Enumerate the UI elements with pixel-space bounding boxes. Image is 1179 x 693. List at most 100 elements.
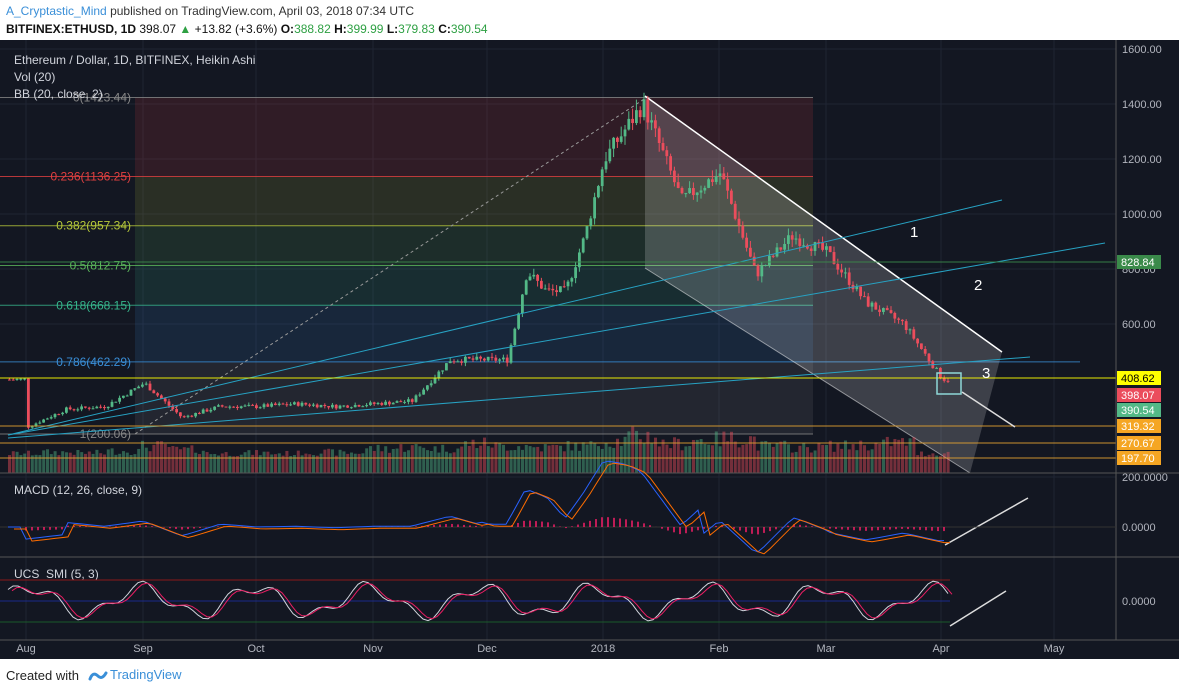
fib-label: 0.236(1136.25) xyxy=(50,170,131,184)
volume-bar xyxy=(445,451,448,473)
candle-body xyxy=(665,150,669,157)
price-tick: 600.00 xyxy=(1122,319,1156,331)
candle-body xyxy=(270,403,273,407)
candle-body xyxy=(34,423,38,427)
candle-body xyxy=(258,407,262,409)
candle-body xyxy=(456,361,460,363)
channel-fill xyxy=(645,96,1002,473)
author-link[interactable]: A_Cryptastic_Mind xyxy=(6,4,107,18)
volume-bar xyxy=(562,451,566,473)
volume-bar xyxy=(597,446,600,473)
candle-body xyxy=(182,416,186,418)
candle-body xyxy=(684,193,688,195)
candles[interactable] xyxy=(8,92,950,430)
volume-bar xyxy=(779,441,783,473)
candle-body xyxy=(623,129,627,137)
candle-body xyxy=(600,169,604,187)
candle-body xyxy=(312,404,315,406)
volume-bar xyxy=(828,440,832,473)
volume-bar xyxy=(42,450,46,473)
candle-body xyxy=(213,406,216,410)
volume-bar xyxy=(315,455,319,473)
volume-bar xyxy=(247,450,251,473)
candle-body xyxy=(893,312,897,319)
volume-bar xyxy=(76,450,80,473)
highlight-box xyxy=(936,372,962,395)
volume-bar xyxy=(391,448,395,473)
volume-bar xyxy=(346,453,350,473)
volume-bar xyxy=(483,437,486,473)
volume-bar xyxy=(365,448,369,473)
smi-pane: 0.0000 xyxy=(0,579,1156,623)
time-axis[interactable]: Aug Sep Oct Nov Dec 2018 Feb Mar Apr May xyxy=(16,643,1065,655)
time-tick: Apr xyxy=(932,643,949,655)
chart-canvas[interactable]: 0(1423.44) 0.236(1136.25) 0.382(957.34) 0.5… xyxy=(0,40,1179,659)
volume-bar xyxy=(217,455,220,473)
candle-body xyxy=(433,377,437,384)
candle-body xyxy=(232,406,235,408)
smi-line xyxy=(7,580,949,622)
volume-bar xyxy=(631,426,635,473)
candle-body xyxy=(475,356,479,360)
volume-bar xyxy=(726,441,730,473)
volume-bar xyxy=(57,455,61,473)
volume-bar xyxy=(870,449,874,473)
volume-bar xyxy=(654,437,657,473)
volume-bar xyxy=(399,444,403,473)
tradingview-brand[interactable]: TradingView xyxy=(88,667,182,682)
candle-body xyxy=(536,274,539,281)
volume-bar xyxy=(486,446,490,473)
descending-channel[interactable] xyxy=(644,95,1003,474)
volume-bar xyxy=(201,450,205,473)
candle-body xyxy=(741,225,745,238)
volume-bar xyxy=(798,445,802,473)
candle-body xyxy=(57,414,61,416)
candle-body xyxy=(80,406,83,410)
volume-bar xyxy=(220,453,224,473)
candle-body xyxy=(612,137,615,149)
candle-body xyxy=(847,272,851,285)
volume-bar xyxy=(228,455,232,473)
candle-body xyxy=(920,343,923,349)
tradingview-logo-icon xyxy=(88,671,108,681)
close-label: C: xyxy=(438,22,451,36)
candle-body xyxy=(942,378,946,381)
created-with: Created with xyxy=(6,668,79,683)
volume-bar xyxy=(144,447,148,473)
candle-body xyxy=(559,286,562,293)
candle-body xyxy=(673,170,676,183)
fib-retracement[interactable]: 0(1423.44) 0.236(1136.25) 0.382(957.34) 0.5… xyxy=(0,91,1080,441)
time-tick: Oct xyxy=(247,643,264,655)
candle-body xyxy=(540,280,543,289)
candle-body xyxy=(236,406,239,409)
horizontal-levels[interactable] xyxy=(0,261,1116,459)
candle-body xyxy=(771,255,775,257)
candle-body xyxy=(308,404,311,406)
smi-label: UCS_SMI (5, 3) xyxy=(14,567,99,581)
volume-bar xyxy=(714,431,718,473)
volume-bar xyxy=(87,451,91,473)
candle-body xyxy=(114,401,118,403)
trendlines[interactable] xyxy=(7,199,1106,439)
candle-body xyxy=(163,398,167,402)
candle-body xyxy=(331,404,334,408)
candle-body xyxy=(76,409,80,411)
volume-bar xyxy=(760,441,764,473)
volume-bar xyxy=(752,436,756,473)
volume-bar xyxy=(524,444,528,473)
volume-bar xyxy=(711,445,714,473)
volume-bar xyxy=(509,450,513,473)
volume-bar xyxy=(741,444,745,473)
volume-bar xyxy=(236,456,239,473)
candle-body xyxy=(787,235,790,244)
fib-label: 0.786(462.29) xyxy=(56,355,131,369)
volume-bar xyxy=(61,451,65,473)
candle-body xyxy=(676,182,680,188)
volume-bar xyxy=(855,450,859,473)
volume-bar xyxy=(635,430,638,473)
candle-body xyxy=(604,161,608,170)
volume-bar xyxy=(559,445,562,473)
publish-line: A_Cryptastic_Mind published on TradingVi… xyxy=(6,4,414,18)
candle-body xyxy=(935,367,938,369)
candle-body xyxy=(380,402,384,405)
